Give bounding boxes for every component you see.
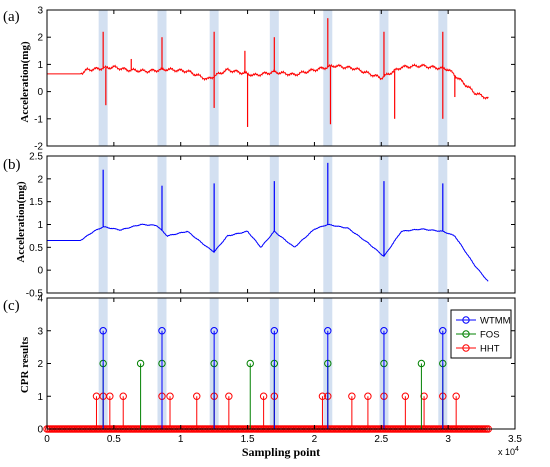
plot-area-b — [47, 162, 489, 282]
panel-label-c: (c) — [3, 298, 20, 314]
xtick-label: 3 — [445, 434, 451, 445]
stem-marker — [420, 392, 428, 400]
xtick-label: 0.5 — [107, 434, 121, 445]
stem-marker — [158, 327, 166, 335]
panel-label-b: (b) — [3, 157, 21, 173]
highlight-band — [157, 10, 167, 146]
stem-marker — [380, 327, 388, 335]
ytick-label: 3 — [37, 6, 43, 17]
ytick-label: 0 — [37, 266, 43, 277]
stem-marker — [324, 327, 332, 335]
xtick-label: 0 — [44, 434, 50, 445]
stem-marker — [348, 392, 356, 400]
xtick-label: 3.5 — [508, 434, 522, 445]
xtick-label: 1 — [178, 434, 184, 445]
legend-label: WTMM — [480, 316, 511, 327]
ytick-label: 3 — [37, 326, 43, 337]
stem-marker — [401, 392, 410, 400]
xtick-label: 2 — [312, 434, 318, 445]
stem-marker — [439, 327, 447, 335]
panel-a: (a) Acceleration(mg) -2 -1 0 1 2 3 — [3, 6, 516, 153]
stem-marker — [106, 392, 114, 400]
ytick-label: 1 — [37, 60, 43, 71]
xlabel-c: Sampling point — [242, 445, 320, 459]
series-line — [47, 63, 489, 100]
stem-marker — [99, 327, 107, 335]
ylabel-a: Acceleration(mg) — [19, 41, 31, 123]
ytick-label: 4 — [37, 294, 43, 305]
stem-marker — [270, 327, 279, 335]
axes-frame-c — [46, 297, 516, 430]
highlight-band — [98, 10, 108, 146]
stem-marker — [364, 392, 372, 400]
bands-b — [98, 156, 448, 293]
xtick-label: 1.5 — [241, 434, 255, 445]
legend-marker — [462, 316, 470, 324]
ytick-label: 0.5 — [29, 243, 43, 254]
legend-label: HHT — [480, 344, 500, 355]
ytick-label: 1 — [37, 392, 43, 403]
ytick-label: 1.5 — [29, 197, 43, 208]
highlight-band — [269, 10, 279, 146]
legend-marker — [462, 344, 470, 352]
axes-frame-b — [46, 155, 516, 294]
stem-marker — [119, 392, 127, 400]
legend-box — [450, 309, 512, 359]
panel-label-a: (a) — [3, 9, 20, 25]
plot-area-a — [47, 18, 489, 127]
ytick-label: 2 — [37, 33, 43, 44]
stem-marker — [259, 392, 268, 400]
xtick-label: 2.5 — [374, 434, 388, 445]
ylabel-c: CPR results — [19, 336, 31, 393]
stem-marker — [452, 392, 460, 400]
ytick-label: 2.5 — [29, 152, 43, 163]
stem-marker — [318, 392, 327, 400]
ytick-label: 2 — [37, 359, 43, 370]
stem-marker — [210, 327, 218, 335]
stem-marker — [246, 359, 254, 368]
legend: WTMM FOS HHT — [450, 309, 512, 359]
bands-c — [98, 298, 448, 429]
ytick-label: -1 — [34, 114, 43, 125]
ytick-label: 0 — [37, 425, 43, 436]
ytick-label: 1 — [37, 220, 43, 231]
stem-marker — [225, 392, 233, 400]
axes-frame-a — [46, 9, 516, 147]
xticks-c: 0 0.5 1 1.5 2 2.5 3 3.5 — [44, 298, 522, 445]
ylabel-b: Acceleration(mg) — [15, 181, 27, 263]
panel-c: (c) CPR results 0 1 2 3 4 0 0.5 1 1.5 2 2.5 3 3.5 S… — [3, 294, 522, 460]
ytick-label: -2 — [34, 142, 43, 153]
ytick-label: 2 — [37, 174, 43, 185]
series-line — [47, 223, 489, 282]
stem-marker — [166, 392, 174, 400]
highlight-band — [379, 10, 389, 146]
legend-label: FOS — [480, 330, 500, 341]
stem-marker — [193, 392, 201, 400]
panel-b: (b) Acceleration(mg) -0.5 0 0.5 1 1.5 2 2.5 — [3, 152, 516, 300]
legend-marker — [462, 330, 470, 338]
stem-marker — [417, 359, 426, 368]
plot-area-c — [43, 327, 492, 433]
ytick-label: 0 — [37, 87, 43, 98]
stem-marker — [136, 359, 145, 368]
ytick-label: -0.5 — [26, 289, 44, 300]
x-multiplier: x 104 — [498, 446, 519, 457]
highlight-band — [323, 10, 333, 146]
